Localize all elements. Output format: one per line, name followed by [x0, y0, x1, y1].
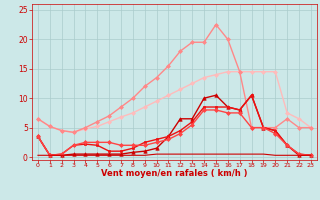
X-axis label: Vent moyen/en rafales ( km/h ): Vent moyen/en rafales ( km/h )	[101, 169, 248, 178]
